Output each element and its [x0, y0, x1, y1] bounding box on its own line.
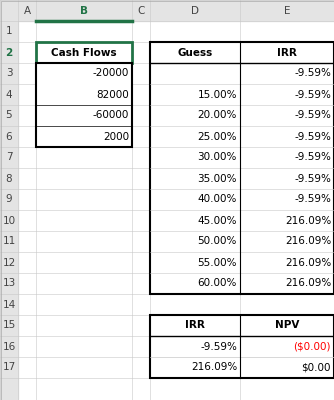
Text: 2: 2: [5, 48, 13, 58]
Text: 8: 8: [6, 174, 12, 184]
Text: 5: 5: [6, 110, 12, 120]
Bar: [0, 294, 18, 315]
Bar: [0, 189, 18, 210]
Text: 10: 10: [2, 216, 16, 226]
Bar: [0, 315, 18, 336]
Text: 60.00%: 60.00%: [198, 278, 237, 288]
Bar: [0, 231, 18, 252]
Text: -9.59%: -9.59%: [294, 68, 331, 78]
Bar: [0, 147, 18, 168]
Text: 15: 15: [2, 320, 16, 330]
Text: IRR: IRR: [277, 48, 297, 58]
Text: -9.59%: -9.59%: [294, 152, 331, 162]
Bar: [0, 105, 18, 126]
Text: -20000: -20000: [93, 68, 129, 78]
Text: 216.09%: 216.09%: [285, 216, 331, 226]
Text: 216.09%: 216.09%: [285, 258, 331, 268]
Text: 6: 6: [6, 132, 12, 142]
Text: -9.59%: -9.59%: [294, 90, 331, 100]
Bar: [150, 42, 334, 294]
Text: 1: 1: [6, 26, 12, 36]
Bar: [0, 336, 18, 357]
Bar: [0, 210, 18, 231]
Bar: [0, 0, 18, 21]
Bar: [0, 168, 18, 189]
Bar: [0, 42, 18, 63]
Text: A: A: [23, 6, 31, 16]
Text: 55.00%: 55.00%: [197, 258, 237, 268]
Bar: [0, 0, 334, 21]
Text: C: C: [137, 6, 145, 16]
Text: 82000: 82000: [96, 90, 129, 100]
Bar: [36, 63, 132, 147]
Text: E: E: [284, 6, 290, 16]
Text: 4: 4: [6, 90, 12, 100]
Text: 3: 3: [6, 68, 12, 78]
Bar: [36, 42, 132, 63]
Text: 50.00%: 50.00%: [198, 236, 237, 246]
Text: IRR: IRR: [185, 320, 205, 330]
Text: $0.00: $0.00: [302, 362, 331, 372]
Text: 216.09%: 216.09%: [285, 236, 331, 246]
Text: -9.59%: -9.59%: [200, 342, 237, 352]
Text: -60000: -60000: [93, 110, 129, 120]
Bar: [0, 126, 18, 147]
Bar: [150, 315, 334, 378]
Text: -9.59%: -9.59%: [294, 110, 331, 120]
Text: -9.59%: -9.59%: [294, 194, 331, 204]
Bar: [0, 63, 18, 84]
Bar: [0, 252, 18, 273]
Text: 9: 9: [6, 194, 12, 204]
Text: B: B: [80, 6, 88, 16]
Text: 7: 7: [6, 152, 12, 162]
Text: 13: 13: [2, 278, 16, 288]
Text: 20.00%: 20.00%: [198, 110, 237, 120]
Text: D: D: [191, 6, 199, 16]
Bar: [0, 273, 18, 294]
Text: 45.00%: 45.00%: [197, 216, 237, 226]
Text: 16: 16: [2, 342, 16, 352]
Text: 15.00%: 15.00%: [197, 90, 237, 100]
Text: 216.09%: 216.09%: [285, 278, 331, 288]
Text: 2000: 2000: [103, 132, 129, 142]
Text: NPV: NPV: [275, 320, 299, 330]
Text: 17: 17: [2, 362, 16, 372]
Bar: [0, 21, 18, 42]
Text: 12: 12: [2, 258, 16, 268]
Text: ($0.00): ($0.00): [294, 342, 331, 352]
Text: 14: 14: [2, 300, 16, 310]
Text: 25.00%: 25.00%: [197, 132, 237, 142]
Text: 30.00%: 30.00%: [198, 152, 237, 162]
Bar: [0, 357, 18, 378]
Text: -9.59%: -9.59%: [294, 132, 331, 142]
Text: 216.09%: 216.09%: [191, 362, 237, 372]
Text: 40.00%: 40.00%: [198, 194, 237, 204]
Text: 11: 11: [2, 236, 16, 246]
Text: Cash Flows: Cash Flows: [51, 48, 117, 58]
Bar: [0, 378, 18, 399]
Text: 35.00%: 35.00%: [197, 174, 237, 184]
Text: -9.59%: -9.59%: [294, 174, 331, 184]
Text: Guess: Guess: [177, 48, 213, 58]
Bar: [0, 84, 18, 105]
